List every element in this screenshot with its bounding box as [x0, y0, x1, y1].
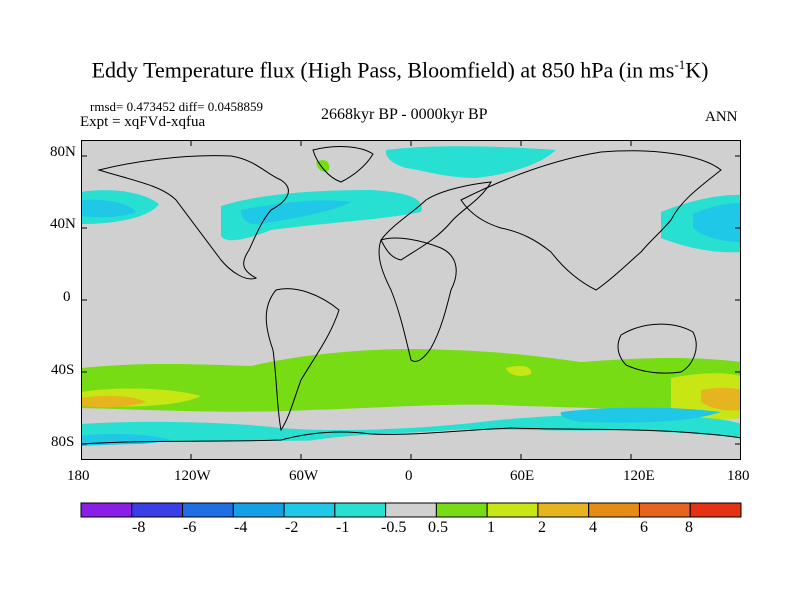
colorbar-label: -1 [336, 519, 350, 536]
contour-southern-ocean [81, 348, 741, 412]
lat-label-80s: 80S [51, 434, 75, 450]
colorbar-swatch [334, 502, 387, 518]
colorbar-swatch [182, 502, 234, 518]
world-map [81, 140, 741, 460]
coast-south-america [265, 288, 340, 432]
colorbar-label: 0.5 [428, 519, 448, 536]
stats-label: rmsd= 0.473452 diff= 0.0458859 [90, 99, 263, 114]
contour-nordic-seas [385, 146, 556, 178]
lon-label-120w: 120W [174, 468, 211, 484]
colorbar-label: 2 [538, 519, 546, 536]
contour-n-pacific-west-core [693, 203, 741, 242]
contour-antarctic-indian-neg [560, 407, 721, 423]
colorbar-swatch [588, 502, 640, 518]
chart-title: Eddy Temperature flux (High Pass, Bloomf… [0, 57, 800, 83]
title-main: Eddy Temperature flux (High Pass, Bloomf… [91, 57, 675, 83]
lon-label-180e: 180 [727, 468, 750, 484]
colorbar-label: -0.5 [381, 519, 407, 536]
colorbar-swatch [537, 502, 590, 518]
flux-contours [81, 146, 741, 460]
coast-europe [380, 181, 492, 261]
lon-label-60e: 60E [510, 468, 535, 484]
coast-greenland [312, 146, 374, 183]
colorbar-label: 4 [589, 519, 597, 536]
period-label: 2668kyr BP - 0000kyr BP [321, 106, 488, 123]
colorbar-label: 6 [640, 519, 648, 536]
colorbar-swatch [232, 502, 285, 518]
colorbar-label: -6 [183, 519, 197, 536]
colorbar-swatch [486, 502, 539, 518]
contour-n-pacific-east-core [81, 199, 136, 218]
colorbar-swatch [80, 502, 133, 518]
coastlines [81, 146, 741, 445]
lat-label-40s: 40S [51, 362, 75, 378]
coast-north-america [97, 155, 289, 280]
lon-label-60w: 60W [289, 468, 319, 484]
colorbar [80, 502, 742, 518]
title-end: K) [685, 57, 709, 83]
lat-label-40n: 40N [50, 216, 76, 232]
season-label: ANN [705, 109, 738, 125]
lat-label-80n: 80N [50, 144, 76, 160]
colorbar-swatch [283, 502, 336, 518]
colorbar-swatch [131, 502, 184, 518]
lon-label-0: 0 [405, 468, 413, 484]
lon-label-120e: 120E [623, 468, 655, 484]
colorbar-label: 1 [487, 519, 495, 536]
contour-n-atlantic [221, 190, 422, 241]
colorbar-label: -4 [234, 519, 248, 536]
coast-antarctica [81, 427, 741, 445]
antarctica-fill [81, 429, 741, 460]
colorbar-label: 8 [685, 519, 693, 536]
colorbar-swatch [385, 502, 437, 518]
coast-australia [617, 323, 697, 374]
contour-n-atlantic-core [241, 200, 351, 225]
axis-ticks [81, 140, 741, 460]
title-superscript: -1 [674, 57, 686, 72]
coast-africa [378, 237, 457, 362]
colorbar-swatch [689, 502, 742, 518]
colorbar-swatch [638, 502, 691, 518]
contour-s-indian-high [701, 387, 741, 411]
colorbar-label: -8 [132, 519, 146, 536]
lon-label-180w: 180 [67, 468, 90, 484]
coast-asia [460, 150, 722, 291]
experiment-label: Expt = xqFVd-xqfua [80, 114, 206, 130]
colorbar-label: -2 [285, 519, 299, 536]
contour-s-pacific-high [81, 395, 146, 408]
colorbar-swatch [435, 502, 488, 518]
lat-label-eq: 0 [63, 289, 71, 305]
contour-s-atlantic-blob [506, 366, 532, 376]
